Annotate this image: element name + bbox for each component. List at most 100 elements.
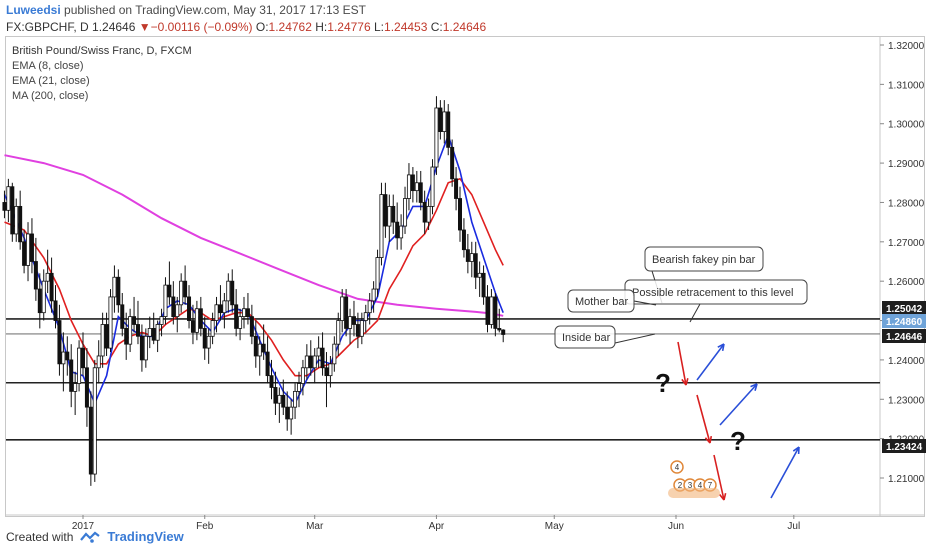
y-tick-label: 1.28000 [888, 198, 925, 209]
candle-body [84, 367, 89, 408]
x-tick-label: May [545, 521, 564, 532]
last-price: 1.24646 [92, 20, 136, 34]
candle-body [45, 272, 50, 282]
chart-frame[interactable] [5, 36, 925, 517]
candle-body [379, 194, 384, 258]
candle-body [461, 229, 466, 251]
legend-ma200[interactable]: MA (200, close) [12, 90, 89, 102]
candle-body [363, 312, 368, 321]
callout-box[interactable] [554, 325, 616, 349]
candle-body [222, 300, 227, 314]
candle-body [37, 288, 42, 314]
event-badge-label: 4 [698, 481, 703, 490]
candle-body [269, 375, 274, 388]
candle-body [81, 347, 86, 369]
event-badge[interactable] [670, 460, 684, 474]
candle-body [198, 308, 203, 329]
price-tag-label: 1.24646 [886, 332, 923, 343]
price-change: −0.00116 (−0.09%) [150, 20, 253, 34]
legend-ema21[interactable]: EMA (21, close) [12, 75, 90, 87]
candle-body [406, 174, 411, 199]
candle-body [116, 276, 121, 306]
price-tag-label: 1.24860 [886, 317, 923, 328]
candle-body [14, 205, 19, 235]
candle-body [442, 111, 447, 133]
candle-body [344, 296, 349, 329]
candle-body [493, 296, 498, 329]
candle-body [120, 304, 125, 329]
up-arrow [719, 383, 758, 426]
candle-body [450, 146, 455, 180]
candle-body [194, 308, 199, 333]
high-label: H: [315, 20, 328, 34]
tradingview-logo-icon[interactable] [79, 530, 101, 544]
y-tick-label: 1.24000 [888, 356, 925, 367]
down-arrow [713, 454, 725, 501]
candle-body [332, 343, 337, 365]
candle-body [22, 241, 27, 266]
candle-body [293, 390, 298, 408]
y-tick-label: 1.27000 [888, 238, 925, 249]
candle-body [135, 324, 140, 337]
quote-line: FX:GBPCHF, D 1.24646 ▼−0.00116 (−0.09%) … [6, 20, 486, 34]
candle-body [124, 328, 129, 345]
candle-body [245, 308, 250, 318]
callout-box[interactable] [644, 246, 764, 272]
candle-body [88, 406, 93, 475]
candle-body [77, 347, 82, 384]
up-arrow-head [792, 446, 800, 455]
symbol: FX:GBPCHF, D [6, 20, 89, 34]
ma200-line [4, 154, 504, 317]
legend-ema8[interactable]: EMA (8, close) [12, 60, 84, 72]
candle-body [261, 343, 266, 353]
candle-body [351, 316, 356, 325]
down-arrow-head [681, 378, 689, 386]
candle-body [371, 288, 376, 302]
candle-body [399, 225, 404, 239]
candle-body [426, 205, 431, 223]
created-with-text: Created with [6, 529, 74, 544]
candle-body [210, 320, 215, 337]
candle-body [410, 174, 415, 192]
candle-body [151, 328, 156, 341]
candle-body [434, 107, 439, 168]
callout-pointer [689, 303, 701, 323]
event-badge-strip [668, 488, 720, 498]
price-tag-label: 1.23424 [886, 442, 923, 453]
tradingview-brand-link[interactable]: TradingView [107, 529, 184, 544]
candle-body [497, 328, 502, 331]
candle-body [234, 304, 239, 329]
candle-body [316, 347, 321, 357]
candle-body [458, 198, 463, 231]
event-badge-label: 3 [688, 481, 693, 490]
candle-body [355, 324, 360, 337]
candle-body [61, 351, 66, 365]
candle-body [183, 280, 188, 298]
candle-body [324, 367, 329, 377]
candle-body [300, 367, 305, 384]
author-link[interactable]: Luweedsi [6, 3, 61, 17]
candle-body [438, 107, 443, 133]
candle-body [226, 280, 231, 302]
candle-body [202, 328, 207, 349]
callout-label: Possible retracement to this level [632, 287, 793, 299]
candle-body [73, 383, 78, 392]
candle-body [348, 316, 353, 329]
candle-body [387, 205, 392, 227]
candle-body [375, 257, 380, 290]
callout-box[interactable] [567, 289, 635, 313]
y-tick-label: 1.29000 [888, 159, 925, 170]
candle-body [112, 276, 117, 298]
candle-body [26, 233, 31, 266]
candle-body [49, 272, 54, 302]
candle-body [57, 320, 62, 365]
footer: Created with TradingView [6, 529, 184, 544]
candle-body [155, 324, 160, 341]
callout-pointer [633, 300, 657, 306]
candle-body [29, 233, 34, 262]
candle-body [214, 304, 219, 321]
y-tick-label: 1.30000 [888, 120, 925, 131]
candle-body [69, 359, 74, 392]
candle-body [469, 253, 474, 262]
